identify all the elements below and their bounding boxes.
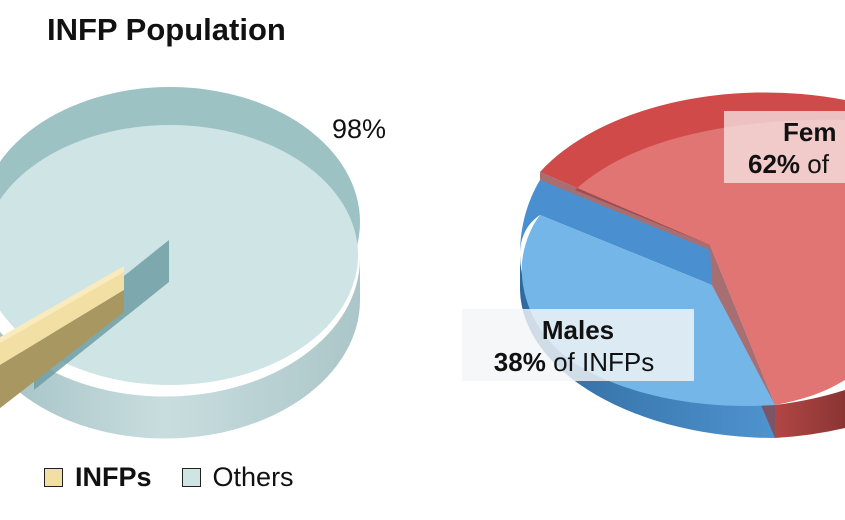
males-label-name: Males <box>542 315 614 345</box>
females-label-text: of <box>800 149 830 179</box>
males-slice-rim <box>520 180 712 285</box>
males-label-text: of INFPs <box>546 347 654 377</box>
infp-slice-side <box>0 290 124 409</box>
population-pie: 98% <box>0 87 386 439</box>
infp-slice <box>0 266 124 365</box>
males-label-value: 38% of INFPs <box>494 347 654 377</box>
legend-label-infps: INFPs <box>75 462 152 492</box>
legend-item-others: Others <box>181 462 294 493</box>
chart-title: INFP Population <box>47 12 286 47</box>
others-data-label: 98% <box>332 114 386 144</box>
females-slice-side <box>775 390 845 438</box>
infp-slice-edge <box>0 266 124 344</box>
males-label-pct: 38% <box>494 347 546 377</box>
females-label-pct: 62% <box>748 149 800 179</box>
males-label-box <box>462 309 694 381</box>
legend-item-infps: INFPs <box>44 462 152 493</box>
legend-swatch-others <box>181 468 201 487</box>
legend-label-others: Others <box>212 462 294 492</box>
females-label-name: Fem <box>783 117 836 147</box>
legend-swatch-infps <box>44 468 63 487</box>
legend: INFPs Others <box>44 462 324 493</box>
gender-pie: Males 38% of INFPs Fem 62% of <box>462 92 845 438</box>
others-slice-side <box>0 258 360 439</box>
females-label-value: 62% of <box>748 149 830 179</box>
females-slice <box>575 119 845 406</box>
females-label-box <box>724 111 845 183</box>
